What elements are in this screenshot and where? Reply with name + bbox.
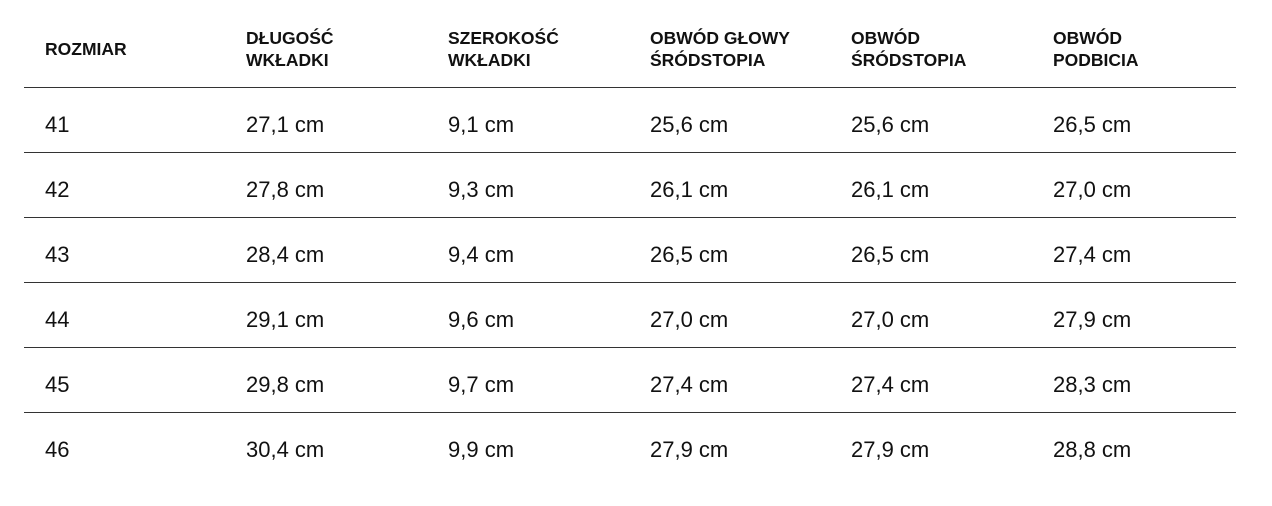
table-cell: 26,1 cm — [851, 177, 930, 202]
table-cell: 28,4 cm — [246, 242, 325, 267]
table-row: 45 29,8 cm 9,7 cm 27,4 cm 27,4 cm 28,3 cm — [24, 348, 1236, 413]
table-cell: 27,9 cm — [851, 437, 930, 462]
column-header: OBWÓD GŁOWY ŚRÓDSTOPIA — [650, 28, 790, 70]
table-row: 42 27,8 cm 9,3 cm 26,1 cm 26,1 cm 27,0 cm — [24, 153, 1236, 218]
column-header: OBWÓD PODBICIA — [1053, 28, 1139, 70]
column-header: SZEROKOŚĆ WKŁADKI — [448, 28, 559, 70]
table-header: ROZMIAR DŁUGOŚĆ WKŁADKI SZEROKOŚĆ WKŁADKI O… — [24, 0, 1236, 88]
column-header: OBWÓD ŚRÓDSTOPIA — [851, 28, 967, 70]
table-cell: 26,5 cm — [1053, 112, 1132, 137]
table-cell: 44 — [45, 307, 70, 332]
table-cell: 43 — [45, 242, 70, 267]
table-cell: 29,8 cm — [246, 372, 325, 397]
table-cell: 9,4 cm — [448, 242, 515, 267]
table-cell: 27,1 cm — [246, 112, 325, 137]
table-cell: 27,0 cm — [851, 307, 930, 332]
table-cell: 29,1 cm — [246, 307, 325, 332]
table-row: 43 28,4 cm 9,4 cm 26,5 cm 26,5 cm 27,4 cm — [24, 218, 1236, 283]
table-cell: 9,6 cm — [448, 307, 515, 332]
table-row: 44 29,1 cm 9,6 cm 27,0 cm 27,0 cm 27,9 cm — [24, 283, 1236, 348]
table-cell: 9,3 cm — [448, 177, 515, 202]
table-cell: 27,8 cm — [246, 177, 325, 202]
table-cell: 25,6 cm — [851, 112, 930, 137]
column-header: ROZMIAR — [45, 39, 127, 59]
table-cell: 9,9 cm — [448, 437, 515, 462]
table-cell: 41 — [45, 112, 70, 137]
table-cell: 27,4 cm — [650, 372, 729, 397]
table-cell: 27,4 cm — [851, 372, 930, 397]
table-cell: 27,0 cm — [650, 307, 729, 332]
table-cell: 28,8 cm — [1053, 437, 1132, 462]
table-cell: 27,9 cm — [650, 437, 729, 462]
table-cell: 26,5 cm — [650, 242, 729, 267]
table-body: 41 27,1 cm 9,1 cm 25,6 cm 25,6 cm 26,5 cm 42 27… — [24, 88, 1236, 477]
table-cell: 27,4 cm — [1053, 242, 1132, 267]
table-cell: 26,1 cm — [650, 177, 729, 202]
table-cell: 30,4 cm — [246, 437, 325, 462]
table-row: 41 27,1 cm 9,1 cm 25,6 cm 25,6 cm 26,5 cm — [24, 88, 1236, 153]
table-cell: 9,1 cm — [448, 112, 515, 137]
table-cell: 27,9 cm — [1053, 307, 1132, 332]
table-cell: 45 — [45, 372, 70, 397]
table-cell: 28,3 cm — [1053, 372, 1132, 397]
table-cell: 42 — [45, 177, 70, 202]
table-cell: 26,5 cm — [851, 242, 930, 267]
column-header: DŁUGOŚĆ WKŁADKI — [246, 28, 334, 70]
size-chart-table: ROZMIAR DŁUGOŚĆ WKŁADKI SZEROKOŚĆ WKŁADKI O… — [24, 0, 1236, 477]
table-cell: 27,0 cm — [1053, 177, 1132, 202]
table-cell: 25,6 cm — [650, 112, 729, 137]
table-cell: 46 — [45, 437, 70, 462]
table-row: 46 30,4 cm 9,9 cm 27,9 cm 27,9 cm 28,8 cm — [24, 413, 1236, 477]
table-cell: 9,7 cm — [448, 372, 515, 397]
